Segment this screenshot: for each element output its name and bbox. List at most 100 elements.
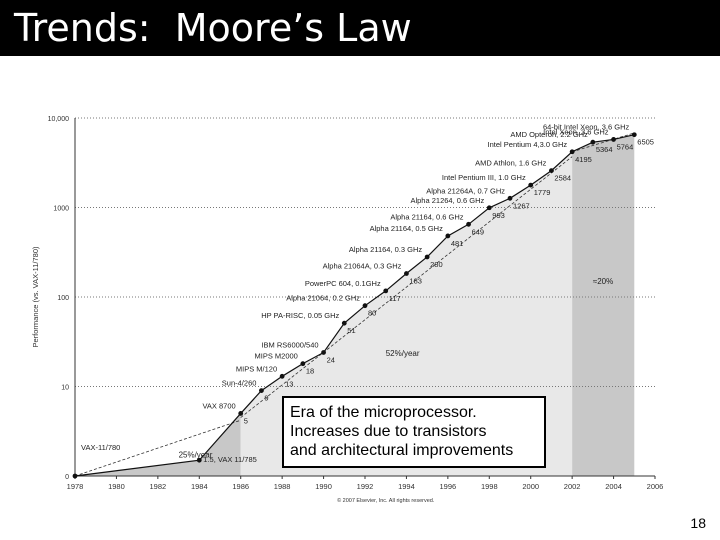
point-label: Alpha 21064A, 0.3 GHz <box>323 262 402 271</box>
slide-number: 18 <box>690 515 706 531</box>
x-tick-label: 1988 <box>274 482 291 491</box>
x-tick-label: 1998 <box>481 482 498 491</box>
slide-title-bar: Trends: Moore’s Law <box>0 0 720 56</box>
callout-line: Era of the microprocessor. <box>290 404 477 421</box>
y-tick-label: 1000 <box>53 206 69 213</box>
data-point <box>383 288 389 294</box>
data-point <box>238 411 244 416</box>
data-point <box>300 361 306 367</box>
point-label: Intel Pentium 4,3.0 GHz <box>488 140 568 149</box>
point-value-label: 1779 <box>534 188 551 197</box>
point-value-label: 24 <box>327 355 335 364</box>
data-point <box>72 473 78 479</box>
chart-container: 0 10 100 1000 10,000 1978 1980 1982 1984 1986 1988… <box>28 108 688 508</box>
x-tick-label: 1984 <box>191 482 208 491</box>
x-tick-label: 1986 <box>232 482 249 491</box>
point-label: VAX 8700 <box>202 401 235 410</box>
point-label: MIPS M2000 <box>254 352 297 361</box>
trend-annotation: 25%/year <box>179 451 213 460</box>
x-tick-label: 1992 <box>357 482 374 491</box>
point-label: Alpha 21164, 0.3 GHz <box>349 245 422 254</box>
copyright-text: © 2007 Elsevier, Inc. All rights reserve… <box>337 497 435 504</box>
point-value-label: 51 <box>347 326 355 335</box>
trend-line-52 <box>240 156 573 418</box>
x-tick-label: 2004 <box>605 482 622 491</box>
trend-line-20 <box>572 132 635 153</box>
callout-box: Era of the microprocessor. Increases due… <box>282 396 546 468</box>
point-label: Alpha 21164, 0.5 GHz <box>370 224 443 233</box>
x-tick-label: 1980 <box>108 482 125 491</box>
point-value-label: 5764 <box>617 142 634 151</box>
y-axis-label: Performance (vs. VAX-11/780) <box>31 246 40 348</box>
point-value-label: 1267 <box>513 201 530 210</box>
data-point <box>631 132 637 138</box>
data-point <box>196 457 202 463</box>
x-tick-label: 2000 <box>522 482 539 491</box>
x-tick-label: 1978 <box>67 482 84 491</box>
x-tick-label: 1996 <box>440 482 457 491</box>
point-label: Sun-4/260 <box>222 379 257 388</box>
data-point <box>486 205 492 211</box>
data-point <box>528 182 534 188</box>
point-label: Alpha 21064, 0.2 GHz <box>286 294 360 303</box>
point-label: 64-bit Intel Xeon, 3.6 GHz <box>543 123 630 132</box>
x-tick-label: 1990 <box>315 482 332 491</box>
point-label: IBM RS6000/540 <box>261 340 318 349</box>
point-label: Alpha 21264A, 0.7 GHz <box>426 186 505 195</box>
data-point <box>569 149 575 155</box>
point-value-label: 18 <box>306 367 314 376</box>
moores-law-chart: 0 10 100 1000 10,000 1978 1980 1982 1984 1986 1988… <box>31 116 664 504</box>
point-value-label: 649 <box>472 227 485 236</box>
trend-annotation: ≈20% <box>593 277 613 286</box>
point-value-label: 9 <box>264 394 268 403</box>
y-tick-label: 100 <box>57 295 69 302</box>
data-point <box>445 233 451 239</box>
point-label: Alpha 21264, 0.6 GHz <box>410 196 484 205</box>
point-value-label: 280 <box>430 260 443 269</box>
shaded-region-recent <box>572 134 635 477</box>
point-value-label: 5364 <box>596 145 613 154</box>
data-point <box>259 388 264 393</box>
point-label: AMD Athlon, 1.6 GHz <box>475 159 547 168</box>
trend-line-25 <box>74 419 241 477</box>
y-tick-label: 0 <box>65 474 69 481</box>
data-point <box>507 195 513 201</box>
point-value-label: 13 <box>285 379 293 388</box>
data-point <box>279 373 285 379</box>
point-label: MIPS M/120 <box>236 364 277 373</box>
point-value-label: 993 <box>492 211 505 220</box>
shaded-region-risc <box>240 151 573 476</box>
y-tick-label: 10 <box>61 385 69 392</box>
point-label: Alpha 21164, 0.6 GHz <box>390 212 463 221</box>
trend-annotation: 52%/year <box>386 349 420 358</box>
point-value-label: 183 <box>409 277 422 286</box>
point-value-label: 481 <box>451 239 464 248</box>
point-value-label: 80 <box>368 309 376 318</box>
data-point <box>404 271 409 276</box>
point-value-label: 4195 <box>575 155 592 164</box>
point-value-label: 5 <box>244 416 248 425</box>
point-label: Intel Xeon, 3.6 GHz <box>543 127 609 136</box>
point-value-label: 6505 <box>637 138 654 147</box>
x-tick-label: 1982 <box>150 482 167 491</box>
slide-title: Trends: Moore’s Law <box>14 6 412 50</box>
y-tick-label: 10,000 <box>48 116 70 123</box>
callout-line: and architectural improvements <box>290 442 514 459</box>
point-value-label: 117 <box>389 294 401 303</box>
x-tick-label: 2002 <box>564 482 581 491</box>
data-point <box>466 221 471 227</box>
data-point <box>611 137 616 142</box>
data-point <box>362 303 368 309</box>
point-label: 1.5, VAX 11/785 <box>203 455 257 464</box>
callout-line: Increases due to transistors <box>290 423 487 440</box>
x-tick-label: 1994 <box>398 482 415 491</box>
data-point <box>590 139 596 145</box>
data-point <box>549 168 554 173</box>
data-point <box>321 350 326 355</box>
point-label: VAX-11/780 <box>81 443 120 452</box>
data-point <box>424 254 430 260</box>
point-label: HP PA-RISC, 0.05 GHz <box>261 311 339 320</box>
point-label: Intel Pentium III, 1.0 GHz <box>442 173 526 182</box>
point-value-label: 2584 <box>554 174 571 183</box>
x-tick-label: 2006 <box>647 482 664 491</box>
